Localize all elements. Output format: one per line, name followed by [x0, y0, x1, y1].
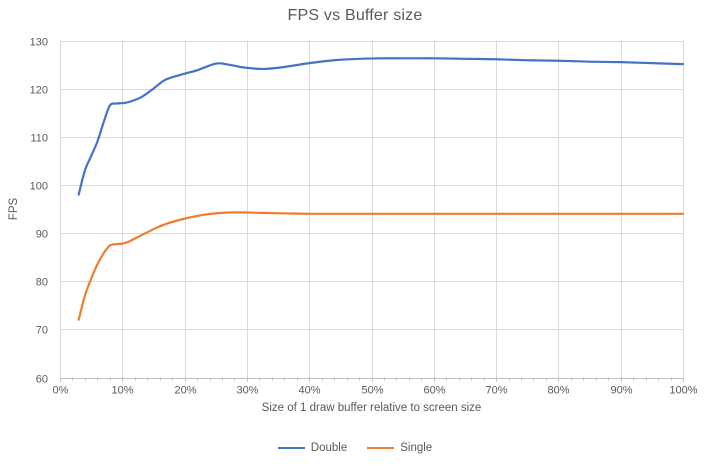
legend-line-sample-double [277, 446, 305, 450]
y-tick-label: 100 [30, 181, 48, 193]
legend: Double Single [0, 442, 710, 454]
legend-label-double: Double [310, 442, 348, 454]
x-tick-label: 0% [53, 385, 69, 397]
y-tick-label: 110 [30, 133, 48, 145]
x-tick-label: 20% [174, 385, 196, 397]
x-tick-label: 60% [423, 385, 445, 397]
y-tick-label: 60 [36, 374, 48, 386]
x-tick-label: 40% [298, 385, 320, 397]
legend-item-single: Single [367, 442, 432, 454]
y-tick-label: 80 [36, 277, 48, 289]
legend-line-sample-single [367, 446, 395, 450]
x-tick-label: 30% [236, 385, 258, 397]
x-tick-label: 80% [547, 385, 569, 397]
y-tick-label: 120 [30, 85, 48, 97]
x-axis-title: Size of 1 draw buffer relative to screen… [261, 402, 482, 414]
legend-item-double: Double [277, 442, 348, 454]
x-tick-label: 70% [485, 385, 507, 397]
y-tick-label: 90 [36, 229, 48, 241]
y-tick-label: 70 [36, 325, 48, 337]
x-tick-label: 10% [111, 385, 133, 397]
y-axis-title: FPS [8, 197, 20, 221]
x-tick-label: 50% [361, 385, 383, 397]
series-line-double [77, 57, 685, 196]
series-line-single [77, 211, 685, 321]
chart-title: FPS vs Buffer size [287, 7, 423, 24]
x-tick-label: 90% [610, 385, 632, 397]
x-tick-label: 100% [669, 385, 697, 397]
y-tick-label: 130 [30, 37, 48, 49]
legend-label-single: Single [400, 442, 433, 454]
